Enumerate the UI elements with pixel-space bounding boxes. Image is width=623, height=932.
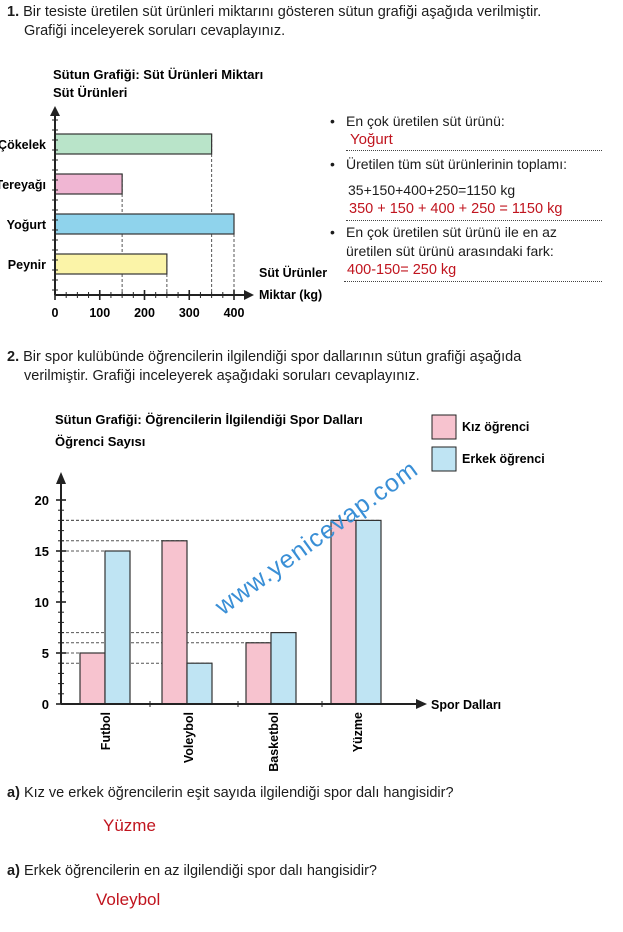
chart-2-y-arrow: [56, 472, 66, 484]
chart-2-bar-kiz: [79, 652, 106, 705]
question-2-text: 2. Bir spor kulübünde öğrencilerin ilgil…: [7, 348, 619, 386]
chart-2-y-tick-label: 5: [42, 646, 49, 661]
chart-2-bar-erkek: [355, 519, 382, 705]
bullet-2-answer: 350 + 150 + 400 + 250 = 1150 kg: [349, 201, 563, 217]
chart-1-x-axis-title-line2: Miktar (kg): [259, 288, 322, 302]
chart-1-x-tick-label: 200: [134, 306, 155, 320]
question-1-answers: • En çok üretilen süt ürünü: Yoğurt • Ür…: [330, 112, 620, 282]
question-a: a) Kız ve erkek öğrencilerin eşit sayıda…: [7, 784, 619, 803]
legend-swatch-kiz: [431, 414, 457, 440]
question-1-number: 1.: [7, 4, 20, 20]
chart-1-x-tick-label: 100: [89, 306, 110, 320]
chart-2-category-label: Voleybol: [182, 712, 196, 763]
bullet-3-question-line2: üretilen süt ürünü arasındaki fark:: [346, 243, 554, 259]
bullet-2-answer-line: 350 + 150 + 400 + 250 = 1150 kg: [346, 200, 602, 221]
question-2-number: 2.: [7, 349, 20, 365]
question-a-label: a): [7, 785, 20, 801]
chart-2-bar-erkek: [270, 632, 297, 705]
question-b-text: Erkek öğrencilerin en az ilgilendiği spo…: [23, 863, 377, 879]
chart-1-category-label: Peynir: [8, 258, 46, 272]
bullet-1-answer: Yoğurt: [350, 131, 393, 148]
chart-2-title: Sütun Grafiği: Öğrencilerin İlgilendiği …: [55, 412, 363, 427]
chart-1-x-tick-label: 300: [179, 306, 200, 320]
chart-2-x-axis-title: Spor Dalları: [431, 698, 501, 712]
chart-1-category-label: Tereyağı: [0, 178, 46, 192]
chart-1-bar-tereyagi: [54, 173, 123, 195]
legend-swatch-erkek: [431, 446, 457, 472]
chart-2-y-axis-title: Öğrenci Sayısı: [55, 434, 145, 449]
bullet-3-question-line1: En çok üretilen süt ürünü ile en az: [346, 224, 557, 240]
bullet-1-answer-line: Yoğurt: [346, 131, 602, 151]
chart-1-bar-cokelek: [54, 133, 213, 155]
bullet-3-answer: 400-150= 250 kg: [347, 262, 457, 278]
answer-a: Yüzme: [103, 816, 156, 835]
question-b: a) Erkek öğrencilerin en az ilgilendiği …: [7, 862, 619, 881]
answer-b: Voleybol: [96, 890, 161, 909]
question-1-line2: Grafiği inceleyerek soruları cevaplayını…: [24, 23, 286, 39]
chart-1-y-arrow: [50, 106, 60, 116]
question-1-line1: Bir tesiste üretilen süt ürünleri miktar…: [23, 4, 542, 20]
chart-2-plot: 0 5 10 15 20 Futbol Voleybol Basketbol Yüzme: [35, 472, 427, 772]
chart-2-y-tick-label: 0: [42, 697, 49, 712]
bullet-dot: •: [330, 224, 335, 240]
chart-1-bar-yogurt: [54, 213, 235, 235]
bullet-dot: •: [330, 113, 335, 129]
question-1-text: 1. Bir tesiste üretilen süt ürünleri mik…: [7, 3, 619, 41]
chart-1-category-label: Çökelek: [0, 138, 46, 152]
chart-2-y-tick-label: 20: [35, 493, 49, 508]
chart-1-milk-products: Sütun Grafiği: Süt Ürünleri Miktarı Süt …: [0, 67, 327, 320]
chart-2-bar-kiz: [245, 642, 272, 705]
chart-1-x-tick-label: 0: [52, 306, 59, 320]
chart-1-bar-peynir: [54, 253, 168, 275]
bullet-1-question: En çok üretilen süt ürünü:: [346, 113, 505, 129]
chart-1-y-axis-title: Süt Ürünleri: [53, 85, 127, 100]
chart-1-x-axis-title-line1: Süt Ürünler: [259, 265, 327, 280]
chart-2-sports: Sütun Grafiği: Öğrencilerin İlgilendiği …: [35, 412, 545, 772]
bullet-2: • Üretilen tüm süt ürünlerinin toplamı:: [330, 155, 620, 174]
bullet-3: • En çok üretilen süt ürünü ile en az ür…: [330, 223, 620, 261]
legend-label-kiz: Kız öğrenci: [462, 420, 529, 434]
question-2-line1: Bir spor kulübünde öğrencilerin ilgilend…: [23, 349, 522, 365]
chart-2-category-label: Yüzme: [351, 712, 365, 752]
chart-2-category-label: Basketbol: [267, 712, 281, 772]
chart-2-bar-erkek: [186, 662, 213, 705]
bullet-1: • En çok üretilen süt ürünü:: [330, 112, 620, 131]
chart-2-y-tick-label: 10: [35, 595, 49, 610]
chart-1-x-tick-label: 400: [224, 306, 245, 320]
bullet-3-answer-line: 400-150= 250 kg: [344, 261, 602, 282]
chart-2-category-label: Futbol: [99, 712, 113, 750]
question-a-text: Kız ve erkek öğrencilerin eşit sayıda il…: [23, 785, 454, 801]
bullet-2-printed: 35+150+400+250=1150 kg: [348, 182, 516, 198]
chart-2-x-arrow: [416, 699, 427, 709]
chart-1-plot: Çökelek Tereyağı Yoğurt Peynir 0 100 200 300 400: [0, 106, 254, 320]
chart-1-x-arrow: [244, 290, 254, 300]
question-b-label: a): [7, 863, 20, 879]
question-2-line2: verilmiştir. Grafiği inceleyerek aşağıda…: [24, 368, 420, 384]
bullet-2-question: Üretilen tüm süt ürünlerinin toplamı:: [346, 156, 567, 172]
bullet-dot: •: [330, 156, 335, 172]
chart-1-title: Sütun Grafiği: Süt Ürünleri Miktarı: [53, 67, 263, 82]
legend-label-erkek: Erkek öğrenci: [462, 452, 545, 466]
chart-1-category-label: Yoğurt: [7, 218, 47, 232]
chart-2-bar-erkek: [104, 550, 131, 705]
chart-2-bar-kiz: [161, 540, 188, 705]
chart-2-y-tick-label: 15: [35, 544, 49, 559]
chart-2-bar-kiz: [330, 519, 357, 705]
